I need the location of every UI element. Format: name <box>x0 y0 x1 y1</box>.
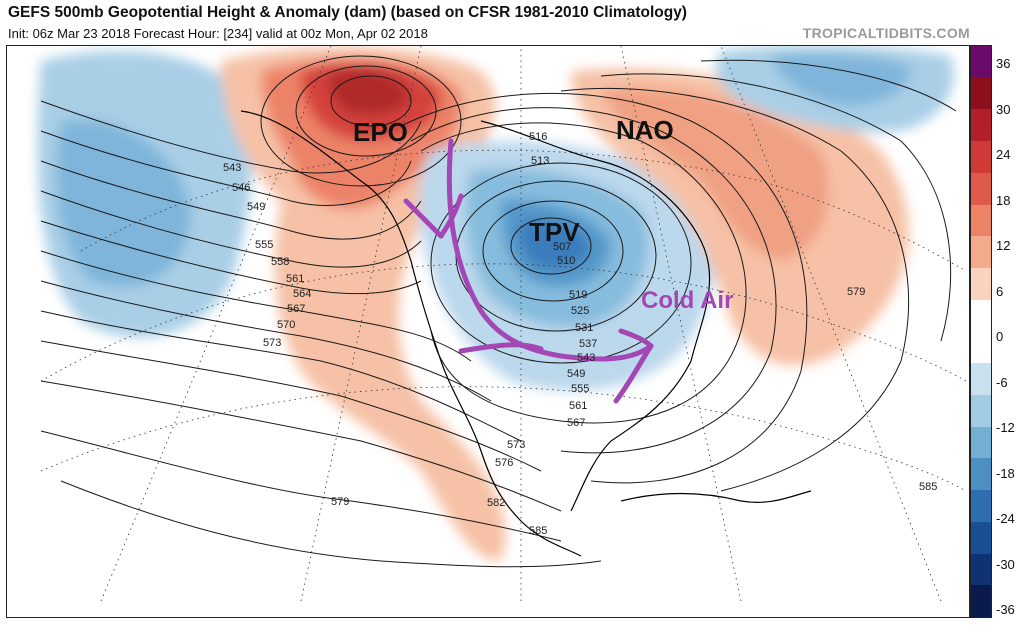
colorbar-tick-label: 18 <box>996 192 1011 208</box>
colorbar-segment <box>971 268 991 301</box>
colorbar-segment <box>971 521 991 555</box>
nao-label: NAO <box>616 115 674 145</box>
contour-label: 543 <box>577 352 595 364</box>
contour-label: 555 <box>571 383 589 395</box>
contour-label: 573 <box>507 439 525 451</box>
map-title: GEFS 500mb Geopotential Height & Anomaly… <box>8 4 687 21</box>
colorbar-segment <box>971 172 991 206</box>
contour-label: 579 <box>331 496 349 508</box>
contour-label: 576 <box>495 457 513 469</box>
contour-label: 525 <box>571 305 589 317</box>
colorbar-segment <box>971 394 991 428</box>
colorbar-segment <box>971 490 991 523</box>
colorbar-tick-label: 0 <box>996 329 1004 344</box>
colorbar-segment <box>971 363 991 396</box>
tpv-label: TPV <box>529 217 580 247</box>
contour-label: 558 <box>271 256 289 268</box>
contour-label: 516 <box>529 131 547 143</box>
colorbar-tick-label: 36 <box>996 56 1011 71</box>
contour-label: 549 <box>567 368 585 380</box>
colorbar-segment <box>971 204 991 237</box>
colorbar-segment <box>971 299 991 332</box>
colorbar-segment <box>971 553 991 586</box>
colorbar-tick-label: 30 <box>996 101 1011 117</box>
contour-label: 531 <box>575 322 593 334</box>
colorbar-tick-label: 24 <box>996 147 1011 162</box>
colorbar-tick-label: -18 <box>996 465 1015 481</box>
contour-label: 585 <box>919 481 937 493</box>
contour-label: 510 <box>557 255 575 267</box>
colorbar-segment <box>971 46 991 79</box>
contour-label: 519 <box>569 289 587 301</box>
contour-label: 543 <box>223 162 241 174</box>
flow-arrows <box>403 138 654 404</box>
colorbar-segment <box>971 585 991 618</box>
cold-air-label: Cold Air <box>641 287 733 314</box>
contour-label: 513 <box>531 155 549 167</box>
contour-label: 570 <box>277 319 295 331</box>
colorbar-segment <box>971 77 991 110</box>
contour-label: 585 <box>529 525 547 537</box>
height-contours <box>40 55 957 568</box>
colorbar-segment <box>971 236 991 269</box>
contour-label: 582 <box>487 497 505 509</box>
colorbar-tick-label: 12 <box>996 238 1011 253</box>
colorbar-tick-label: -6 <box>996 374 1008 390</box>
epo-label: EPO <box>353 117 408 147</box>
forecast-map: 543 546 549 555 558 561 564 567 570 573 … <box>6 45 970 618</box>
contour-label: 573 <box>263 337 281 349</box>
colorbar-tick-label: 6 <box>996 283 1004 299</box>
colorbar-segment <box>971 109 991 142</box>
latlon-grid <box>40 46 967 602</box>
colorbar-segment <box>971 426 991 459</box>
contour-label: 507 <box>553 241 571 253</box>
contour-label: 549 <box>247 201 265 213</box>
contour-label: 564 <box>293 288 311 300</box>
colorbar-tick-label: -36 <box>996 602 1015 617</box>
colorbar-segment <box>971 141 991 174</box>
contour-label: 579 <box>847 286 865 298</box>
contour-label: 546 <box>232 182 250 194</box>
anomaly-colorbar <box>970 45 992 618</box>
colorbar-segment <box>971 331 991 364</box>
coastlines <box>240 110 812 557</box>
contour-label: 567 <box>567 417 585 429</box>
colorbar-tick-label: -12 <box>996 420 1015 435</box>
map-subtitle: Init: 06z Mar 23 2018 Forecast Hour: [23… <box>8 26 428 41</box>
colorbar-segment <box>971 458 991 491</box>
contour-label: 561 <box>569 400 587 412</box>
contour-label: 561 <box>286 273 304 285</box>
contour-label-group: 543 546 549 555 558 561 564 567 570 573 … <box>223 131 937 537</box>
contour-label: 555 <box>255 239 273 251</box>
contour-label: 567 <box>287 303 305 315</box>
anomaly-shading <box>37 46 954 562</box>
contour-label: 537 <box>579 338 597 350</box>
colorbar-tick-label: -30 <box>996 556 1015 572</box>
colorbar-tick-label: -24 <box>996 511 1015 526</box>
brand-watermark: TROPICALTIDBITS.COM <box>802 25 970 41</box>
